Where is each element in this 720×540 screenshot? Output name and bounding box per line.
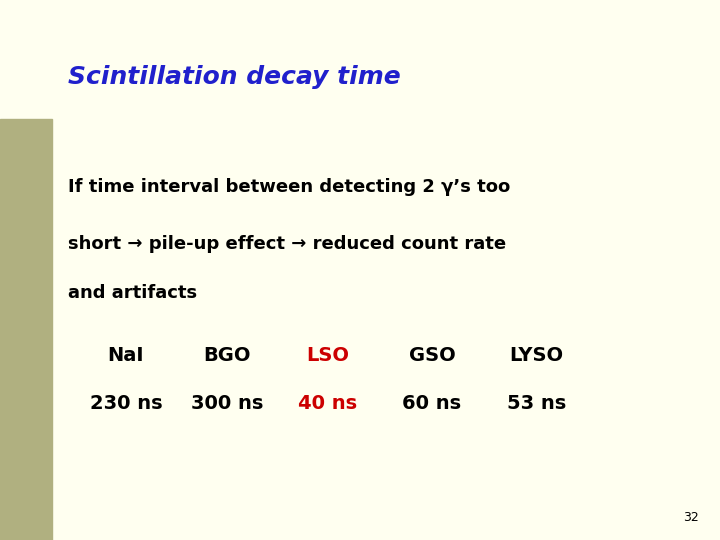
Text: BGO: BGO bbox=[203, 346, 251, 365]
Text: 53 ns: 53 ns bbox=[507, 394, 566, 413]
Text: short → pile-up effect → reduced count rate: short → pile-up effect → reduced count r… bbox=[68, 235, 507, 253]
Text: and artifacts: and artifacts bbox=[68, 284, 197, 301]
Text: 300 ns: 300 ns bbox=[191, 394, 263, 413]
Text: Scintillation decay time: Scintillation decay time bbox=[68, 65, 401, 89]
Text: 32: 32 bbox=[683, 511, 698, 524]
Text: 60 ns: 60 ns bbox=[402, 394, 462, 413]
Text: LSO: LSO bbox=[306, 346, 349, 365]
Text: LYSO: LYSO bbox=[509, 346, 564, 365]
Text: 40 ns: 40 ns bbox=[298, 394, 357, 413]
Text: If time interval between detecting 2 γ’s too: If time interval between detecting 2 γ’s… bbox=[68, 178, 510, 196]
Bar bbox=[0, 119, 52, 540]
Text: GSO: GSO bbox=[409, 346, 455, 365]
Text: 230 ns: 230 ns bbox=[90, 394, 162, 413]
Text: NaI: NaI bbox=[108, 346, 144, 365]
